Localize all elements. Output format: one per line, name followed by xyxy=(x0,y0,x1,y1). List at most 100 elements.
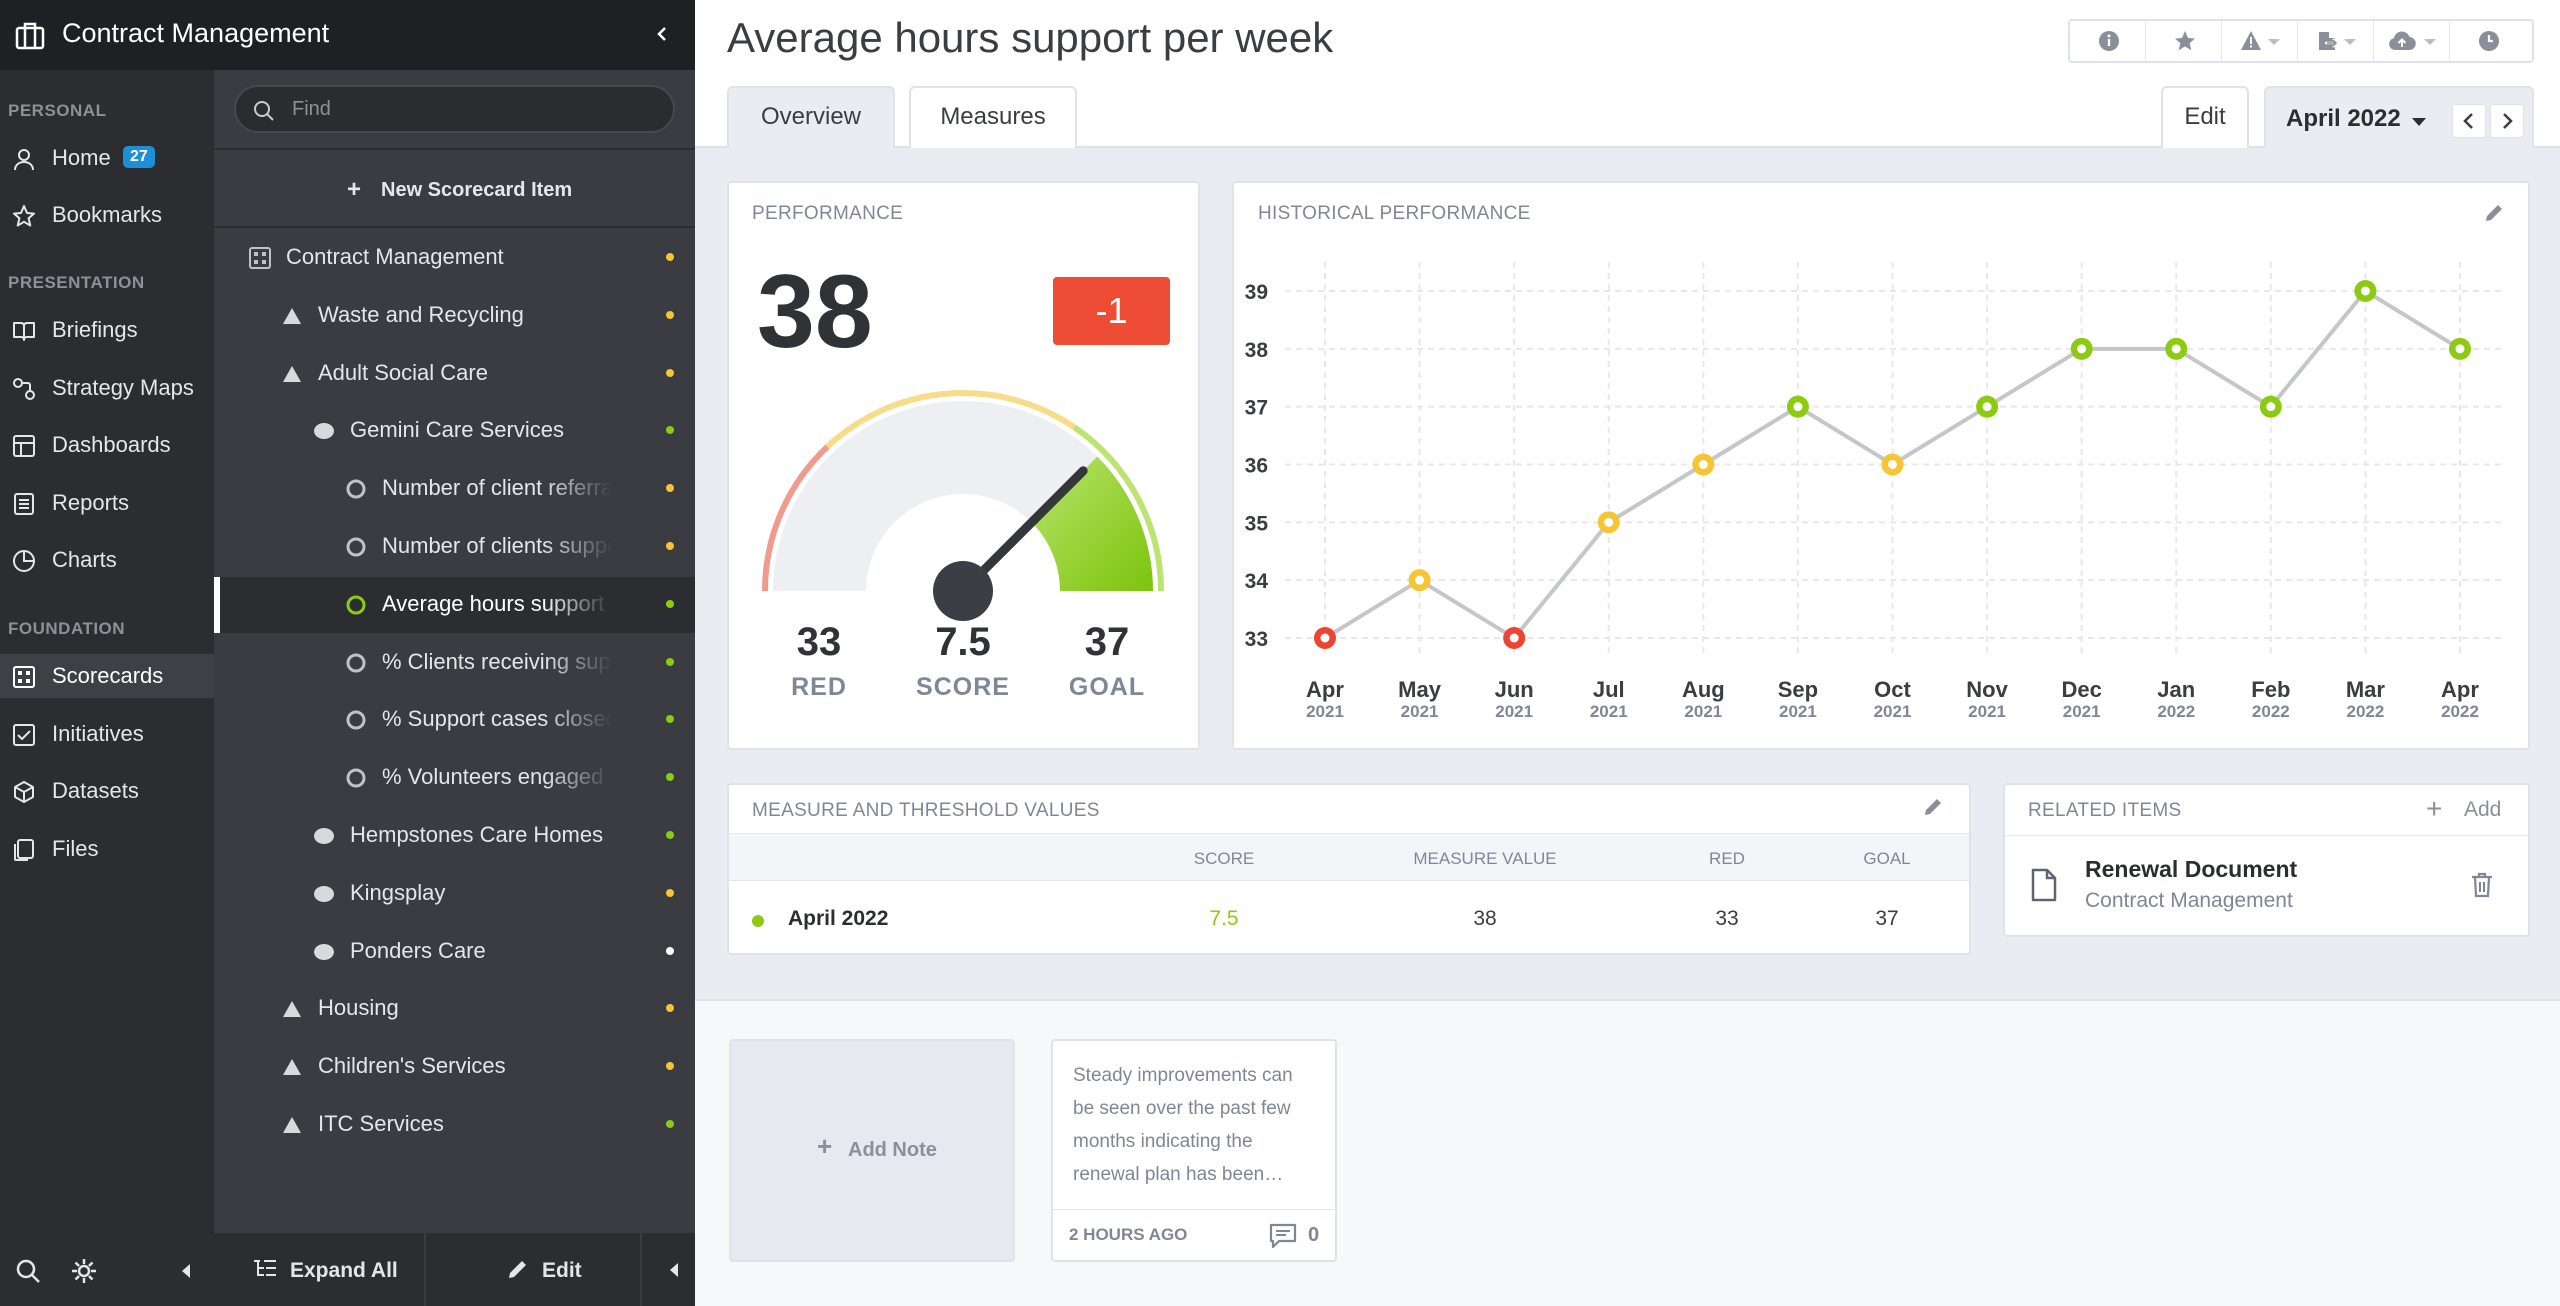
tree-item-label: Number of client referrals xyxy=(382,475,612,501)
tree-edit-button[interactable]: Edit xyxy=(426,1233,640,1306)
app-header: Contract Management xyxy=(0,0,695,70)
tree-item-label: Children's Services xyxy=(318,1053,506,1079)
score-label: SCORE xyxy=(916,673,1010,701)
tree-item[interactable]: % Support cases closed xyxy=(214,692,695,748)
note-card[interactable]: Steady improvements can be seen over the… xyxy=(1051,1039,1337,1262)
edit-button[interactable]: Edit xyxy=(2161,86,2249,148)
find-input[interactable] xyxy=(292,95,652,123)
tree-item-label: % Clients receiving support xyxy=(382,648,612,674)
data-point-center xyxy=(1793,402,1803,412)
gauge-yellow-band xyxy=(825,390,1076,449)
row-goal: 37 xyxy=(1875,907,1899,930)
tree-item[interactable]: ITC Services xyxy=(214,1097,695,1153)
chevron-down-icon xyxy=(2412,118,2426,126)
tab-measures[interactable]: Measures xyxy=(909,86,1077,148)
performance-value: 38 xyxy=(757,254,873,370)
tree-item[interactable]: Ponders Care xyxy=(214,924,695,980)
next-period-button[interactable] xyxy=(2490,104,2524,138)
tree-item[interactable]: % Clients receiving support xyxy=(214,635,695,691)
tree-item[interactable]: Number of client referrals xyxy=(214,461,695,517)
row-score: 7.5 xyxy=(1209,907,1239,930)
y-tick-label: 37 xyxy=(1245,397,1268,420)
ellipse-icon xyxy=(314,885,334,902)
nav-item-scorecards[interactable]: Scorecards xyxy=(0,654,214,698)
add-note-button[interactable]: + Add Note xyxy=(729,1039,1015,1262)
strategy-map-icon xyxy=(13,378,35,400)
period-selector[interactable]: April 2022 xyxy=(2264,86,2534,148)
collapse-tree-icon[interactable] xyxy=(660,1256,688,1284)
search-icon[interactable] xyxy=(14,1257,42,1285)
nav-item-files[interactable]: Files xyxy=(0,827,214,871)
nav-item-charts[interactable]: Charts xyxy=(0,538,214,582)
x-tick-year-label: 2022 xyxy=(2157,702,2195,721)
row-period: April 2022 xyxy=(788,907,889,930)
note-text-line: be seen over the past few xyxy=(1073,1098,1291,1119)
nav-label: Bookmarks xyxy=(52,202,163,227)
info-button[interactable] xyxy=(2070,21,2146,61)
column-header-score: SCORE xyxy=(1193,849,1255,868)
status-dot xyxy=(666,599,674,608)
briefcase-icon xyxy=(15,22,45,50)
tree-item[interactable]: Hempstones Care Homes xyxy=(214,808,695,864)
tree-footer: Expand All Edit xyxy=(214,1233,695,1306)
status-dot xyxy=(666,1120,674,1128)
history-button[interactable] xyxy=(2450,21,2532,61)
pencil-icon[interactable] xyxy=(2483,202,2505,224)
x-tick-year-label: 2021 xyxy=(1874,702,1912,721)
x-tick-label: Nov xyxy=(1966,677,2008,702)
related-item[interactable]: Renewal Document Contract Management xyxy=(2005,836,2528,935)
tree-item[interactable]: Children's Services xyxy=(214,1039,695,1095)
export-button[interactable] xyxy=(2298,21,2374,61)
pencil-icon[interactable] xyxy=(1922,796,1944,818)
expand-all-button[interactable]: Expand All xyxy=(214,1233,424,1306)
red-value: 33 xyxy=(796,620,842,664)
tree-item[interactable]: Number of clients supported xyxy=(214,519,695,575)
nav-item-briefings[interactable]: Briefings xyxy=(0,308,214,352)
alerts-button[interactable] xyxy=(2222,21,2298,61)
gauge-green-band xyxy=(1072,424,1164,592)
status-dot xyxy=(666,773,674,782)
nav-item-initiatives[interactable]: Initiatives xyxy=(0,712,214,756)
scorecard-tree-panel xyxy=(214,70,695,1306)
notification-badge: 27 xyxy=(123,146,155,168)
bookmark-button[interactable] xyxy=(2146,21,2222,61)
goal-value: 37 xyxy=(1084,620,1130,664)
nav-item-reports[interactable]: Reports xyxy=(0,481,214,525)
tree-item[interactable]: Waste and Recycling xyxy=(214,288,695,344)
tab-overview[interactable]: Overview xyxy=(727,86,895,148)
column-header-red: RED xyxy=(1709,849,1745,868)
tree-item[interactable]: Adult Social Care xyxy=(214,346,695,402)
tree-item[interactable]: Housing xyxy=(214,981,695,1037)
tree-item[interactable]: Gemini Care Services xyxy=(214,403,695,459)
chevron-right-icon xyxy=(2503,113,2513,129)
nav-item-bookmarks[interactable]: Bookmarks xyxy=(0,193,214,237)
comment-icon[interactable] xyxy=(1269,1223,1297,1249)
status-dot xyxy=(752,915,764,927)
related-item-subtitle: Contract Management xyxy=(2085,889,2293,912)
divider xyxy=(1053,1209,1335,1210)
data-point-center xyxy=(2266,402,2276,412)
trash-icon[interactable] xyxy=(2470,871,2494,899)
gear-icon[interactable] xyxy=(70,1257,98,1285)
collapse-panel-icon[interactable] xyxy=(648,20,676,48)
divider xyxy=(2005,835,2528,836)
nav-item-datasets[interactable]: Datasets xyxy=(0,769,214,813)
find-box[interactable] xyxy=(234,85,675,133)
collapse-nav-icon[interactable] xyxy=(172,1257,200,1285)
plus-icon: + xyxy=(817,1131,833,1161)
nav-item-strategy-maps[interactable]: Strategy Maps xyxy=(0,366,214,410)
measure-icon xyxy=(346,537,366,557)
previous-period-button[interactable] xyxy=(2452,104,2486,138)
nav-item-home[interactable]: Home 27 xyxy=(0,136,214,180)
tree-item-label: ITC Services xyxy=(318,1111,444,1136)
tree-item-label: Kingsplay xyxy=(350,879,446,905)
cloud-button[interactable] xyxy=(2374,21,2450,61)
files-icon xyxy=(14,839,34,861)
new-scorecard-item-button[interactable]: + New Scorecard Item xyxy=(214,166,695,216)
data-point-center xyxy=(1698,460,1708,469)
tree-item[interactable]: % Volunteers engaged per xyxy=(214,750,695,806)
nav-item-dashboards[interactable]: Dashboards xyxy=(0,423,214,467)
tree-item[interactable]: Contract Management xyxy=(214,230,695,286)
tree-item[interactable]: Kingsplay xyxy=(214,866,695,922)
tree-item[interactable]: Average hours support per week xyxy=(214,576,695,633)
